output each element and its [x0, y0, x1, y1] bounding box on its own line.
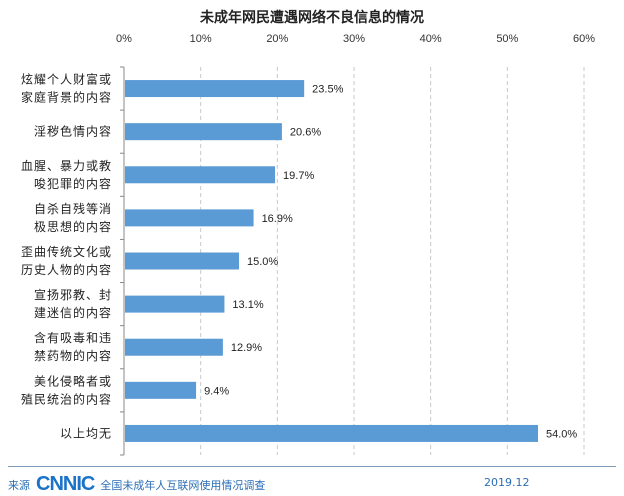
bar — [125, 123, 282, 141]
category-label: 以上均无 — [60, 426, 112, 440]
category-label: 淫秽色情内容 — [34, 124, 112, 139]
bar — [125, 252, 239, 270]
bar — [125, 424, 538, 442]
category-label: 极思想的内容 — [34, 219, 112, 234]
category-label: 含有吸毒和违 — [34, 330, 112, 345]
data-label: 20.6% — [290, 127, 321, 139]
bar — [125, 338, 223, 356]
data-label: 54.0% — [546, 428, 577, 440]
category-label: 血腥、暴力或教 — [21, 158, 112, 173]
chart-title: 未成年网民遭遇网络不良信息的情况 — [200, 10, 424, 26]
source-label: 来源 — [8, 478, 30, 492]
bar — [125, 381, 197, 399]
x-tick-label: 10% — [190, 33, 212, 45]
category-label: 历史人物的内容 — [21, 262, 112, 277]
data-label: 16.9% — [262, 213, 293, 225]
category-label: 建迷信的内容 — [34, 305, 112, 320]
source-name: 全国未成年人互联网使用情况调查 — [100, 478, 266, 492]
category-label: 唆犯罪的内容 — [34, 176, 112, 191]
footer: 来源 CNNIC 全国未成年人互联网使用情况调查 — [8, 473, 265, 496]
bar — [125, 209, 254, 227]
x-tick-label: 30% — [343, 33, 365, 45]
cnnic-logo: CNNIC — [36, 473, 95, 495]
category-label: 歪曲传统文化或 — [21, 244, 112, 259]
category-label: 宣扬邪教、封 — [34, 287, 112, 302]
data-label: 9.4% — [204, 385, 229, 397]
data-label: 19.7% — [283, 170, 314, 182]
x-tick-label: 20% — [266, 33, 288, 45]
category-label: 自杀自残等消 — [34, 201, 112, 216]
category-label: 家庭背景的内容 — [21, 90, 112, 105]
bar — [125, 166, 276, 184]
category-label: 殖民统治的内容 — [21, 391, 112, 406]
footer-date: 2019.12 — [484, 476, 530, 489]
data-label: 15.0% — [247, 256, 278, 268]
footer-divider — [8, 466, 616, 467]
bar — [125, 295, 225, 313]
data-label: 12.9% — [231, 342, 262, 354]
data-label: 13.1% — [232, 299, 263, 311]
x-tick-label: 0% — [116, 33, 132, 45]
x-tick-label: 40% — [420, 33, 442, 45]
x-tick-label: 60% — [573, 33, 595, 45]
category-label: 美化侵略者或 — [34, 373, 112, 388]
data-label: 23.5% — [312, 84, 343, 96]
category-label: 禁药物的内容 — [34, 348, 112, 363]
bar — [125, 80, 305, 98]
category-label: 炫耀个人财富或 — [21, 72, 112, 87]
x-tick-label: 50% — [496, 33, 518, 45]
